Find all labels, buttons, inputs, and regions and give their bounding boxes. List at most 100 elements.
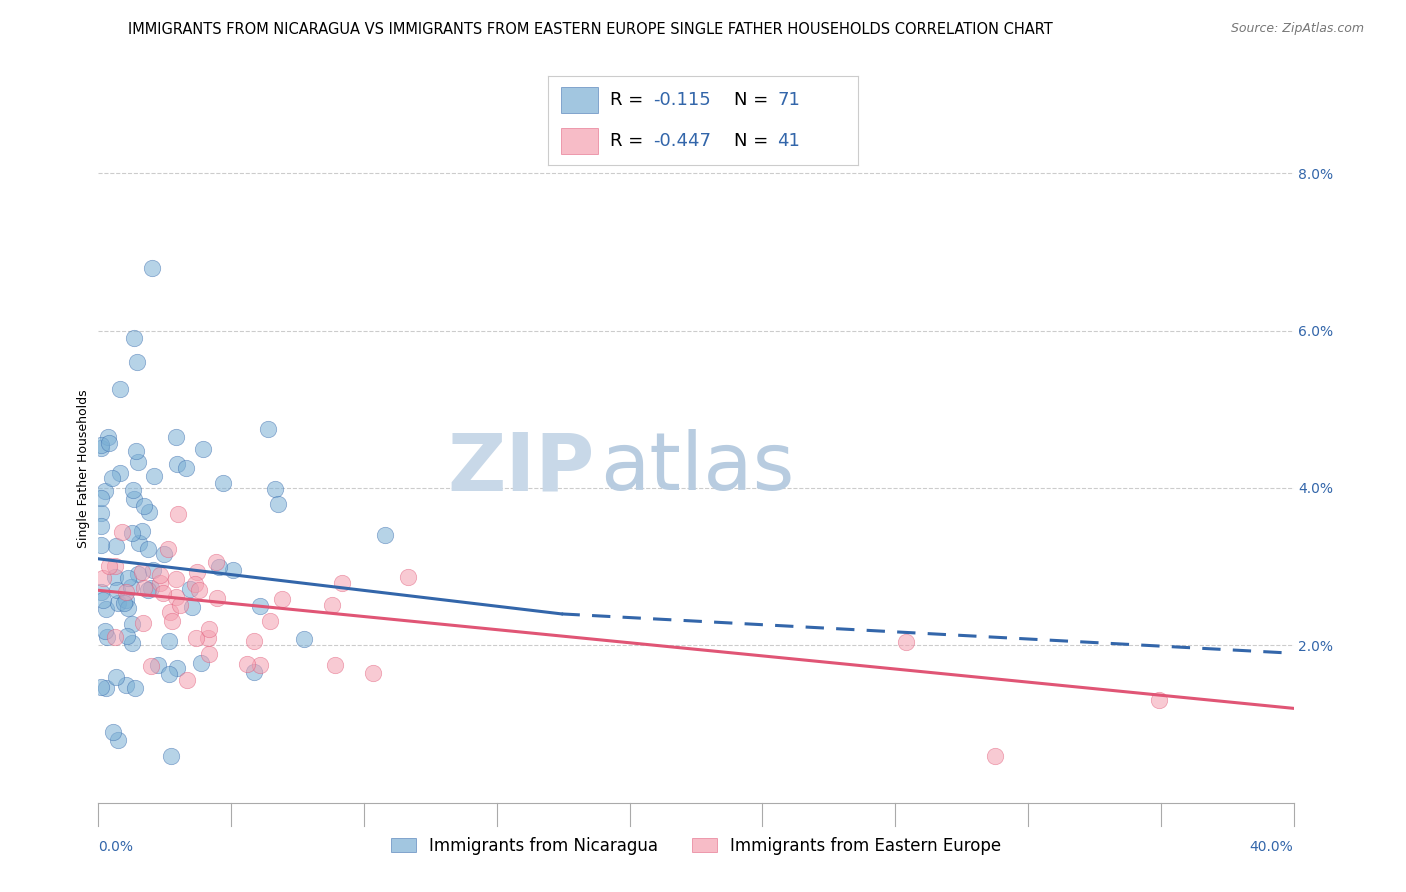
Point [90, 441, 112, 455]
Point [94, 624, 117, 638]
Point [90, 491, 112, 506]
Point [105, 582, 128, 597]
Point [107, 596, 129, 610]
Point [983, 748, 1005, 763]
Point [190, 657, 212, 671]
Point [160, 748, 183, 763]
Point [110, 466, 132, 480]
Point [160, 615, 183, 629]
Point [264, 483, 287, 497]
Point [90, 538, 112, 552]
Point [136, 583, 159, 598]
Text: atlas: atlas [600, 429, 794, 508]
Point [127, 454, 149, 468]
Point [292, 632, 315, 646]
Point [156, 542, 179, 557]
Point [90, 680, 112, 694]
Point [142, 564, 165, 578]
Text: 0.0%: 0.0% [98, 839, 134, 854]
Point [117, 629, 139, 643]
Point [186, 566, 208, 580]
Text: IMMIGRANTS FROM NICARAGUA VS IMMIGRANTS FROM EASTERN EUROPE SINGLE FATHER HOUSEH: IMMIGRANTS FROM NICARAGUA VS IMMIGRANTS … [128, 22, 1053, 37]
Point [132, 499, 155, 513]
Point [121, 617, 143, 632]
Point [103, 630, 125, 644]
Point [205, 591, 228, 605]
Point [174, 460, 197, 475]
Point [97, 436, 120, 450]
Point [208, 560, 231, 574]
Point [117, 571, 139, 585]
Point [204, 555, 226, 569]
Point [104, 670, 127, 684]
Point [138, 542, 160, 557]
Point [184, 632, 207, 646]
Point [259, 614, 281, 628]
Point [121, 636, 143, 650]
Point [134, 582, 156, 596]
Point [181, 599, 204, 614]
Point [107, 733, 129, 747]
Point [330, 575, 353, 590]
Point [187, 582, 209, 597]
Point [1147, 693, 1170, 707]
Point [91, 571, 114, 585]
Point [159, 666, 181, 681]
Point [166, 457, 188, 471]
Point [179, 582, 201, 597]
Point [96, 681, 118, 696]
Point [127, 355, 149, 369]
Point [103, 725, 125, 739]
Point [157, 634, 180, 648]
Point [115, 678, 138, 692]
Point [131, 524, 153, 538]
Text: 41: 41 [778, 132, 800, 150]
FancyBboxPatch shape [561, 87, 598, 113]
Point [211, 475, 233, 490]
Point [111, 524, 134, 539]
Point [249, 599, 271, 613]
Point [197, 648, 219, 662]
Point [361, 665, 384, 680]
Point [115, 585, 138, 599]
Point [149, 576, 172, 591]
Point [104, 559, 127, 574]
Point [141, 260, 163, 275]
Y-axis label: Single Father Households: Single Father Households [77, 389, 90, 548]
Point [176, 673, 198, 688]
Point [152, 547, 174, 561]
Legend: Immigrants from Nicaragua, Immigrants from Eastern Europe: Immigrants from Nicaragua, Immigrants fr… [384, 830, 1008, 862]
Point [249, 657, 271, 672]
Text: -0.447: -0.447 [654, 132, 711, 150]
Point [165, 591, 187, 605]
Point [396, 570, 419, 584]
Point [165, 572, 187, 586]
Text: ZIP: ZIP [447, 429, 595, 508]
Point [117, 601, 139, 615]
Point [104, 570, 127, 584]
FancyBboxPatch shape [561, 128, 598, 154]
Point [121, 525, 143, 540]
Point [374, 528, 396, 542]
Point [101, 470, 124, 484]
Point [131, 565, 153, 579]
Point [197, 622, 219, 636]
Point [197, 631, 219, 645]
Text: 40.0%: 40.0% [1250, 839, 1294, 854]
Point [97, 430, 120, 444]
Point [896, 635, 918, 649]
Point [105, 539, 128, 553]
Point [165, 430, 187, 444]
Point [138, 505, 160, 519]
Point [267, 497, 290, 511]
Point [121, 483, 143, 497]
Point [98, 559, 121, 574]
Point [169, 598, 191, 612]
Point [127, 566, 149, 581]
Point [90, 438, 112, 452]
Point [90, 584, 112, 599]
Text: Source: ZipAtlas.com: Source: ZipAtlas.com [1230, 22, 1364, 36]
Point [159, 605, 181, 619]
Point [115, 593, 138, 607]
Point [242, 634, 264, 648]
